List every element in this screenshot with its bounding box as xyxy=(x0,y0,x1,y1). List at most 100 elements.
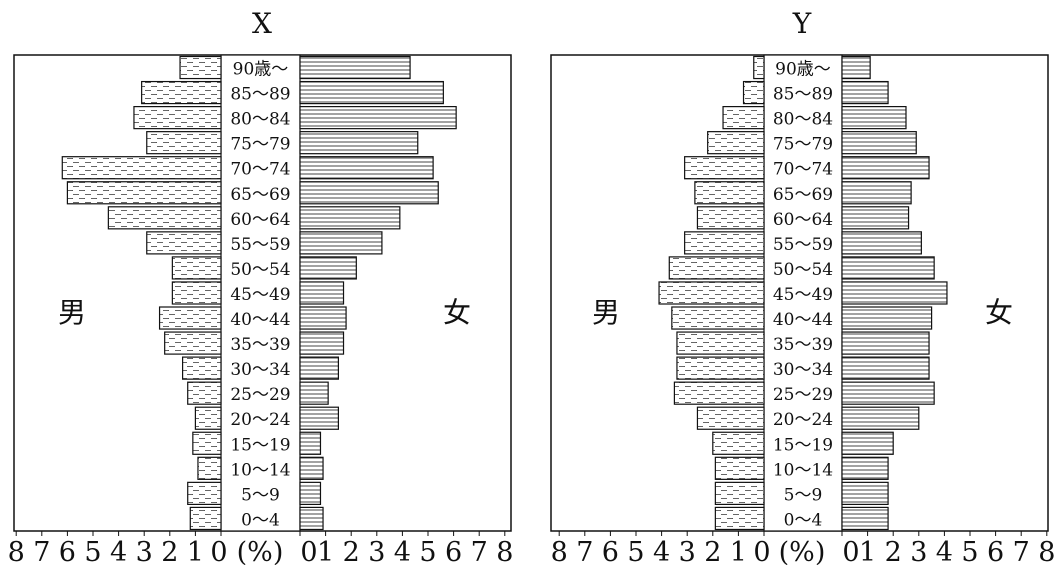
age-label-y-3: 75～79 xyxy=(773,135,833,155)
age-column-y xyxy=(763,54,843,532)
age-label-y-5: 65～69 xyxy=(773,185,833,205)
bar-female-y-1 xyxy=(841,80,889,105)
tick-label-left-x-4: 4 xyxy=(110,537,127,565)
male-label-x: 男 xyxy=(58,296,86,329)
axis-ticks-y: 8 7 6 5 4 3 2 1 1 2 3 4 5 6 7 80 0 xyxy=(551,531,1055,565)
tick-label-left-y-6: 2 xyxy=(704,537,721,565)
female-label-y: 女 xyxy=(985,296,1013,329)
age-label-y-0: 90歳～ xyxy=(775,60,831,80)
bar-male-x-8 xyxy=(171,256,222,280)
bar-male-y-1 xyxy=(742,80,765,105)
age-label-y-2: 80～84 xyxy=(773,110,833,130)
age-label-y-12: 30～34 xyxy=(773,360,833,380)
age-label-x-10: 40～44 xyxy=(230,310,290,330)
chart-title-x: X xyxy=(252,7,272,40)
tick-label-left-x-3: 5 xyxy=(84,537,101,565)
bar-female-y-8 xyxy=(841,256,935,280)
tick-label-right-x-3: 3 xyxy=(368,537,385,565)
bar-female-y-16 xyxy=(841,456,889,480)
bar-male-y-13 xyxy=(673,381,765,405)
bar-female-x-4 xyxy=(299,156,434,180)
age-label-x-8: 50～54 xyxy=(230,260,290,280)
bar-female-x-3 xyxy=(299,131,419,155)
bar-male-y-12 xyxy=(676,356,765,380)
chart-title-y: Y xyxy=(792,7,812,40)
bar-female-x-12 xyxy=(299,356,340,380)
tick-label-right-y-6: 6 xyxy=(987,537,1004,565)
female-label-x: 女 xyxy=(443,296,471,329)
bar-male-y-18 xyxy=(714,506,765,531)
male-label-y: 男 xyxy=(592,296,620,329)
bar-female-y-2 xyxy=(841,105,907,130)
bar-male-x-16 xyxy=(197,456,222,480)
bar-male-x-11 xyxy=(164,331,222,355)
age-label-x-5: 65～69 xyxy=(230,185,290,205)
bar-female-x-0 xyxy=(299,55,411,80)
bar-female-y-7 xyxy=(841,231,922,255)
axis-ticks-x: 8 7 6 5 4 3 2 1 1 2 3 4 5 6 7 80 0 xyxy=(8,531,513,565)
age-label-x-14: 20～24 xyxy=(230,410,290,430)
age-label-y-16: 10～14 xyxy=(773,460,833,480)
bar-male-y-5 xyxy=(694,181,765,205)
age-label-x-6: 60～64 xyxy=(230,210,290,230)
bar-female-x-6 xyxy=(299,206,401,230)
bars-x xyxy=(61,55,457,531)
tick-label-right-y-4: 4 xyxy=(936,537,953,565)
bar-female-y-4 xyxy=(841,156,930,180)
age-label-x-15: 15～19 xyxy=(230,435,290,455)
bar-female-x-9 xyxy=(299,281,345,305)
age-label-y-15: 15～19 xyxy=(773,435,833,455)
age-label-x-1: 85～89 xyxy=(230,85,290,105)
bar-female-y-10 xyxy=(841,306,933,330)
tick-label-right-y-2: 2 xyxy=(885,537,902,565)
age-label-y-6: 60～64 xyxy=(773,210,833,230)
age-label-x-18: 0～4 xyxy=(241,510,280,530)
tick-label-right-x-1: 1 xyxy=(317,537,334,565)
bar-male-x-7 xyxy=(146,231,222,255)
bar-male-x-12 xyxy=(182,356,222,380)
bar-female-y-6 xyxy=(841,206,910,230)
bar-female-x-5 xyxy=(299,181,439,205)
tick-label-left-x-6: 2 xyxy=(161,537,178,565)
bar-male-y-15 xyxy=(712,431,765,455)
tick-label-right-y-3: 3 xyxy=(910,537,927,565)
age-label-x-9: 45～49 xyxy=(230,285,290,305)
tick-label-left-y-3: 5 xyxy=(627,537,644,565)
bar-male-x-3 xyxy=(146,131,222,155)
bar-male-y-10 xyxy=(671,306,765,330)
tick-label-left-y-1: 7 xyxy=(576,537,593,565)
bar-male-x-18 xyxy=(189,506,222,531)
bar-female-y-9 xyxy=(841,281,948,305)
age-label-y-10: 40～44 xyxy=(773,310,833,330)
tick-label-right-y-5: 5 xyxy=(961,537,978,565)
bar-male-y-7 xyxy=(684,231,765,255)
bar-female-x-14 xyxy=(299,406,340,430)
tick-label-right-x-2: 2 xyxy=(343,537,360,565)
age-label-y-1: 85～89 xyxy=(773,85,833,105)
tick-label-left-y-2: 6 xyxy=(602,537,619,565)
bar-male-y-2 xyxy=(722,105,765,130)
tick-label-right-x-5: 5 xyxy=(419,537,436,565)
bar-male-y-4 xyxy=(684,156,765,180)
tick-label-left-x-0: 8 xyxy=(8,537,25,565)
age-labels-y: 90歳～ 85～89 80～84 75～79 70～74 65～69 60～64 55～59 5… xyxy=(773,60,833,531)
age-label-y-13: 25～29 xyxy=(773,385,833,405)
tick-label-right-y-1: 1 xyxy=(859,537,876,565)
age-label-x-4: 70～74 xyxy=(230,160,290,180)
bar-female-y-12 xyxy=(841,356,930,380)
tick-label-right-y-7: 7 xyxy=(1013,537,1030,565)
bar-female-x-16 xyxy=(299,456,324,480)
bar-male-y-11 xyxy=(676,331,765,355)
tick-label-right-x-4: 4 xyxy=(394,537,411,565)
age-label-y-9: 45～49 xyxy=(773,285,833,305)
bar-male-x-0 xyxy=(179,55,222,80)
pyramid-x: X 男 女 90歳～ 85～89 80～84 75～79 70～74 65～69 60～64… xyxy=(8,7,514,565)
bar-male-x-17 xyxy=(187,481,222,506)
bar-male-x-14 xyxy=(194,406,222,430)
bar-male-x-13 xyxy=(187,381,222,405)
bar-male-x-2 xyxy=(133,105,222,130)
tick-label-left-x-1: 7 xyxy=(33,537,50,565)
tick-label-right-x-7: 7 xyxy=(471,537,488,565)
tick-label-left-y-5: 3 xyxy=(679,537,696,565)
